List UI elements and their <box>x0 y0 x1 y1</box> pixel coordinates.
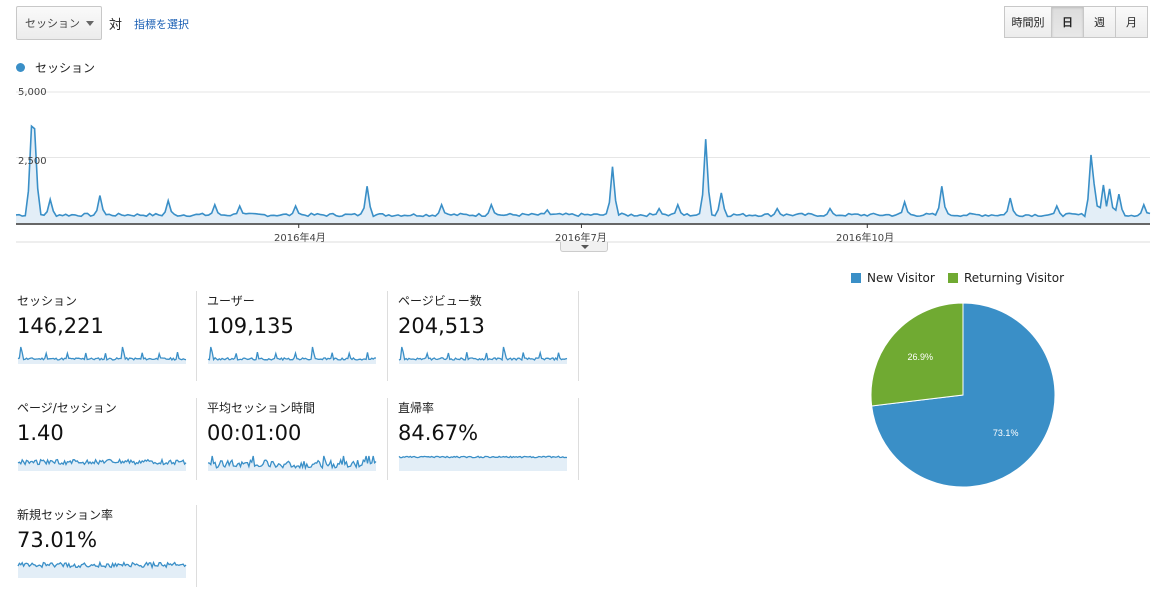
metric-select-value: セッション <box>25 17 80 30</box>
pie-legend-new-label: New Visitor <box>867 271 935 285</box>
granularity-toggle: 時間別 日 週 月 <box>1004 6 1148 40</box>
granularity-hourly-button[interactable]: 時間別 <box>1004 6 1052 38</box>
sparkline-line <box>207 455 377 471</box>
pie-label-returning: 26.9% <box>908 352 934 362</box>
sparkline-area <box>399 456 567 471</box>
pie-label-new: 73.1% <box>993 428 1019 438</box>
triangle-down-icon <box>581 245 589 249</box>
metric-label: 直帰率 <box>398 401 435 415</box>
metric-sparkline <box>207 346 376 364</box>
sessions-area <box>16 126 1150 223</box>
sessions-line-chart <box>15 91 1151 243</box>
sparkline-area <box>18 347 186 364</box>
x-tick-oct: 2016年10月 <box>836 233 895 244</box>
divider <box>578 291 579 381</box>
vs-label: 対 <box>109 18 123 33</box>
y-tick-5000: 5,000 <box>18 87 47 98</box>
new-visitor-swatch <box>851 273 861 283</box>
y-tick-2500: 2,500 <box>18 156 47 167</box>
metric-label: セッション <box>17 294 78 308</box>
pie-legend-new: New Visitor <box>851 271 935 285</box>
metric-pageviews: ページビュー数 204,513 <box>398 292 568 380</box>
metric-pages-per-session: ページ/セッション 1.40 <box>17 399 187 487</box>
divider <box>578 398 579 480</box>
granularity-week-button[interactable]: 週 <box>1083 6 1116 38</box>
metric-label: 平均セッション時間 <box>207 401 316 415</box>
x-tick-apr: 2016年4月 <box>274 233 326 244</box>
divider <box>387 398 388 480</box>
sessions-line <box>15 124 1151 218</box>
sparkline-line <box>398 346 568 362</box>
metric-value: 1.40 <box>17 421 64 445</box>
pick-metric-link[interactable]: 指標を選択 <box>134 18 189 31</box>
sparkline-line <box>17 346 187 361</box>
metric-label: 新規セッション率 <box>17 508 114 522</box>
metric-sparkline <box>17 346 187 364</box>
granularity-month-button[interactable]: 月 <box>1115 6 1148 38</box>
metric-sparkline <box>17 457 187 471</box>
sparkline-area <box>208 456 376 471</box>
series-legend-dot <box>16 63 25 72</box>
series-legend-label: セッション <box>35 61 96 75</box>
visitor-type-pie-chart: 73.1% 26.9% <box>870 302 1056 488</box>
sparkline-area <box>208 347 376 364</box>
divider <box>387 291 388 381</box>
metric-sparkline <box>398 455 568 471</box>
x-tick-jul: 2016年7月 <box>555 233 607 244</box>
metric-value: 204,513 <box>398 314 485 338</box>
granularity-day-button[interactable]: 日 <box>1051 6 1084 38</box>
chevron-down-icon <box>86 21 94 26</box>
divider <box>196 505 197 587</box>
chart-collapse-toggle[interactable] <box>560 242 608 252</box>
metric-sparkline <box>207 455 377 471</box>
metric-value: 00:01:00 <box>207 421 302 445</box>
metric-value: 146,221 <box>17 314 104 338</box>
pie-slice-returning-visitor <box>870 302 964 407</box>
sparkline-line <box>398 455 568 459</box>
pie-legend-returning: Returning Visitor <box>948 271 1064 285</box>
metric-sparkline <box>17 560 187 578</box>
metric-sparkline <box>398 346 568 364</box>
metric-select[interactable]: セッション <box>16 6 102 40</box>
sparkline-area <box>399 347 567 364</box>
divider <box>196 398 197 480</box>
divider <box>196 291 197 381</box>
metric-label: ページ/セッション <box>17 401 117 415</box>
sparkline-line <box>17 560 187 570</box>
metric-avg-session-duration: 平均セッション時間 00:01:00 <box>207 399 377 487</box>
metric-value: 84.67% <box>398 421 479 445</box>
metric-value: 73.01% <box>17 528 98 552</box>
metric-new-session-rate: 新規セッション率 73.01% <box>17 506 187 594</box>
metric-bounce-rate: 直帰率 84.67% <box>398 399 568 487</box>
metric-label: ページビュー数 <box>398 294 482 308</box>
metric-value: 109,135 <box>207 314 294 338</box>
pie-legend-returning-label: Returning Visitor <box>964 271 1065 285</box>
metric-sessions: セッション 146,221 <box>17 292 187 380</box>
metric-label: ユーザー <box>207 294 255 308</box>
returning-visitor-swatch <box>948 273 958 283</box>
sparkline-line <box>17 457 187 466</box>
metric-users: ユーザー 109,135 <box>207 292 377 380</box>
sparkline-line <box>207 346 376 362</box>
